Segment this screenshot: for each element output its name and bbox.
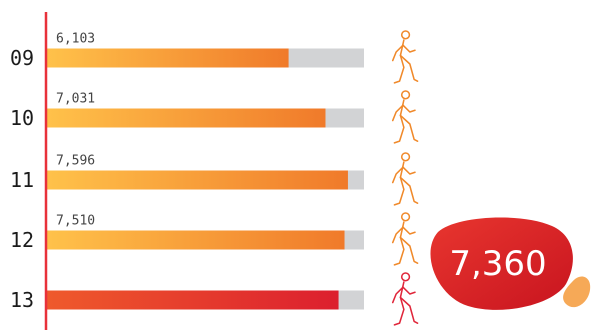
runner-icon (391, 212, 419, 266)
value-label: 7,510 (56, 214, 95, 229)
value-label: 7,596 (56, 154, 95, 169)
category-label: 12 (10, 228, 34, 252)
value-label: 7,031 (56, 92, 95, 107)
value-label: 6,103 (56, 32, 95, 47)
bar (46, 230, 345, 250)
category-label: 10 (10, 106, 34, 130)
category-label: 09 (10, 46, 34, 70)
badge-accent-blob (563, 276, 591, 308)
runner-icon (391, 152, 419, 206)
bar (46, 48, 289, 68)
category-label: 13 (10, 288, 34, 312)
badge-value: 7,360 (449, 244, 546, 284)
bar (46, 170, 348, 190)
highlight-badge: 7,360 (430, 217, 591, 310)
runner-icon (391, 90, 419, 144)
runner-icon (391, 272, 419, 326)
bar (46, 290, 339, 310)
badge-blob (430, 217, 573, 310)
runner-icon (391, 30, 419, 84)
category-label: 11 (10, 168, 34, 192)
bar (46, 108, 326, 128)
